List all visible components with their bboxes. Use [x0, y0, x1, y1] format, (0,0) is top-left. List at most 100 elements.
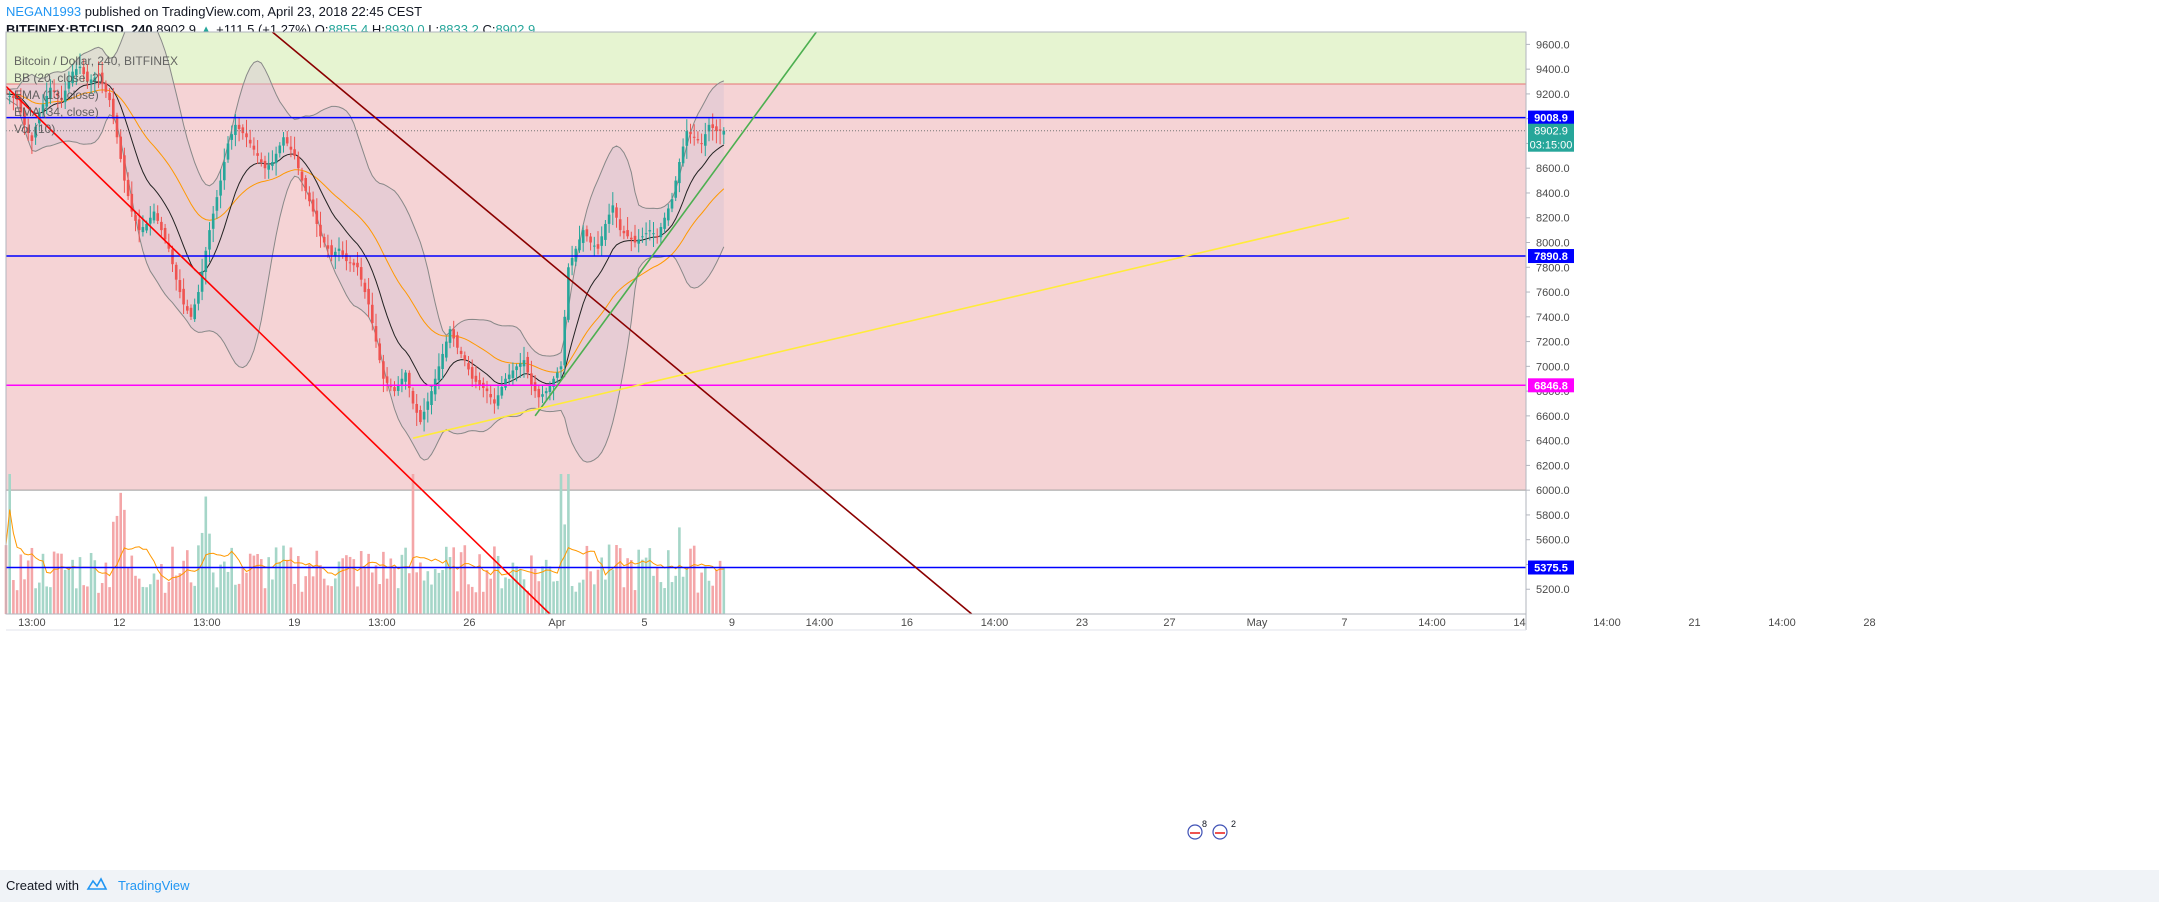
candle-body: [108, 92, 111, 101]
candle-body: [348, 262, 352, 264]
volume-bar: [437, 572, 441, 614]
candle-body: [533, 382, 537, 392]
trend-line: [412, 216, 1350, 439]
volume-bar: [38, 582, 41, 614]
bb-upper-line: [6, 32, 724, 357]
volume-bar: [478, 554, 481, 614]
candle-body: [722, 130, 726, 135]
candle-body: [519, 363, 522, 367]
volume-bar: [648, 548, 652, 614]
y-tick-label: 7000.0: [1536, 361, 1570, 373]
volume-bar: [659, 582, 663, 614]
candle-body: [41, 104, 45, 113]
volume-bar: [19, 554, 23, 614]
volume-bar: [596, 569, 600, 614]
volume-bar: [322, 578, 326, 614]
volume-bar: [56, 553, 60, 614]
volume-bar: [722, 567, 726, 614]
candle-body: [496, 395, 500, 406]
volume-bar: [448, 557, 452, 614]
volume-bar: [8, 474, 11, 614]
candle-body: [341, 250, 344, 255]
candle-body: [607, 214, 611, 224]
volume-bar: [607, 544, 611, 614]
legend-entry: Vol (10): [14, 122, 55, 136]
candle-body: [237, 124, 241, 129]
candle-body: [145, 223, 148, 231]
volume-bar: [100, 583, 104, 614]
y-tick-label: 5200.0: [1536, 584, 1570, 596]
y-tick-label: 6200.0: [1536, 460, 1570, 472]
candle-body: [230, 134, 233, 140]
x-tick-label: 21: [1688, 617, 1700, 629]
volume-bar: [82, 585, 85, 614]
candle-body: [615, 207, 618, 218]
price-zone: [6, 84, 1526, 491]
volume-bar: [93, 560, 97, 614]
volume-bar: [226, 571, 230, 614]
candle-body: [493, 399, 496, 404]
volume-bar: [408, 573, 411, 614]
candle-body: [559, 366, 563, 370]
volume-bar: [496, 555, 500, 614]
volume-bar: [396, 588, 400, 614]
volume-bar: [715, 569, 718, 614]
candle-body: [193, 304, 196, 320]
x-tick-label: 14:00: [1768, 617, 1796, 629]
candle-body: [604, 223, 607, 240]
price-zones: [6, 32, 1526, 491]
candle-body: [596, 244, 600, 249]
volume-bar: [308, 564, 311, 614]
candle-body: [600, 236, 603, 246]
candle-body: [474, 375, 478, 382]
candle-body: [75, 69, 78, 75]
candle-body: [552, 378, 555, 387]
level-price-label: 9008.9: [1534, 113, 1568, 125]
candle-body: [119, 136, 122, 159]
candle-body: [289, 146, 293, 150]
trend-line: [271, 32, 973, 614]
author-link[interactable]: NEGAN1993: [6, 4, 82, 19]
candle-body: [49, 87, 52, 98]
candle-body: [419, 409, 422, 423]
candle-body: [363, 282, 367, 293]
volume-bar: [626, 558, 629, 614]
x-tick-label: May: [1247, 617, 1268, 629]
volume-bar: [556, 580, 559, 614]
candle-body: [622, 230, 626, 234]
candle-body: [19, 98, 23, 113]
candle-body: [278, 145, 282, 154]
volume-bar: [459, 552, 463, 614]
candle-body: [378, 343, 381, 361]
x-tick-label: 14:00: [806, 617, 834, 629]
candle-body: [541, 394, 544, 397]
volume-bar: [452, 547, 455, 614]
volume-bar: [433, 569, 437, 614]
candle-body: [404, 372, 407, 382]
candle-body: [674, 180, 677, 198]
volume-bar: [415, 572, 418, 614]
y-tick-label: 9600.0: [1536, 39, 1570, 51]
volume-bar: [334, 578, 337, 614]
candle-body: [667, 208, 670, 221]
drawn-lines: [6, 32, 1526, 614]
volume-bar: [652, 575, 655, 614]
candle-body: [223, 162, 226, 181]
candle-body: [556, 372, 559, 378]
candle-body: [711, 124, 714, 128]
volume-bar: [149, 584, 152, 614]
x-tick-label: 26: [463, 617, 475, 629]
volume-bar: [285, 559, 289, 614]
tradingview-link[interactable]: TradingView: [118, 878, 190, 893]
volume-bar: [700, 572, 703, 614]
legend-entry: EMA (13, close): [14, 88, 99, 102]
volume-bar: [456, 591, 459, 614]
volume-bar: [223, 561, 226, 614]
candle-body: [30, 135, 34, 141]
candle-body: [685, 131, 689, 146]
candle-body: [71, 71, 74, 84]
candle-body: [430, 391, 433, 405]
candle-body: [371, 304, 374, 323]
volume-bar: [419, 562, 422, 614]
